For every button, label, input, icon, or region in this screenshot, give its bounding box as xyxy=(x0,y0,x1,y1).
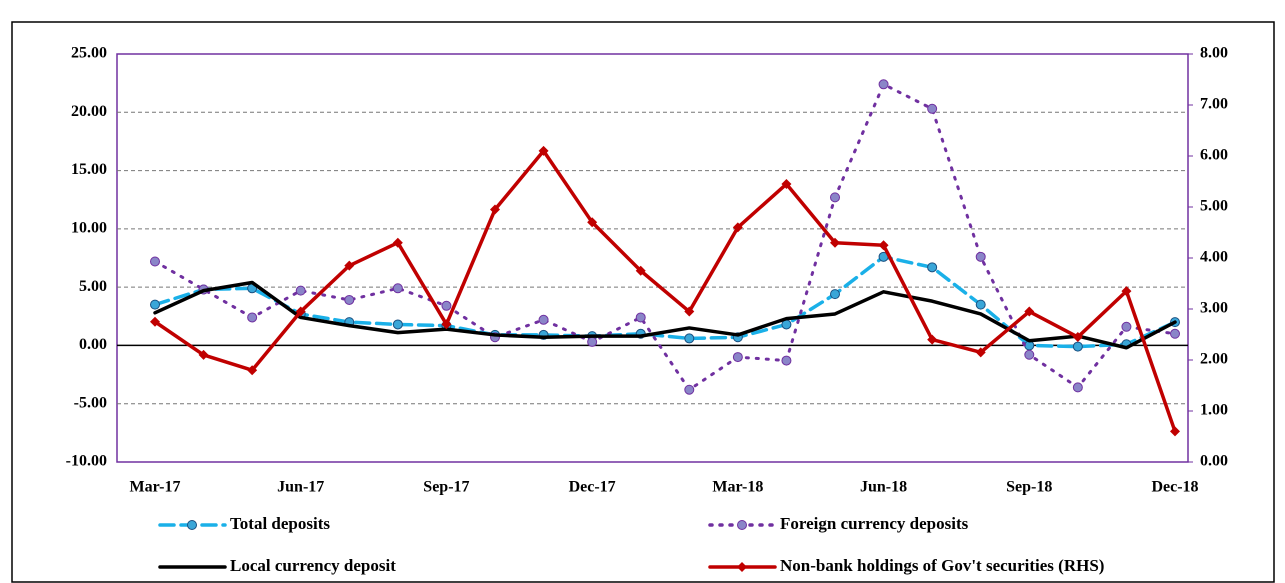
series-line xyxy=(153,255,1177,349)
series-line xyxy=(153,280,1177,350)
data-point xyxy=(684,384,695,395)
data-point xyxy=(150,256,160,267)
data-point xyxy=(975,251,986,262)
plot-border xyxy=(116,53,1189,463)
data-point xyxy=(927,103,938,114)
data-point xyxy=(927,334,938,345)
y2-tick-label: 4.00 xyxy=(1200,249,1228,266)
data-point xyxy=(392,283,403,294)
data-point xyxy=(635,265,646,276)
x-tick-label: Dec-18 xyxy=(1151,479,1198,496)
data-point xyxy=(830,289,840,300)
x-tick-label: Sep-17 xyxy=(423,479,469,496)
data-point xyxy=(538,145,549,156)
legend-marker xyxy=(737,520,747,530)
legend-label: Local currency deposit xyxy=(230,556,396,575)
x-tick-label: Dec-17 xyxy=(569,479,616,496)
data-point xyxy=(975,299,986,310)
y2-tick-label: 6.00 xyxy=(1200,147,1228,164)
legend-marker xyxy=(187,520,197,530)
data-point xyxy=(878,79,889,90)
series-line xyxy=(153,149,1177,434)
y-tick-label: -10.00 xyxy=(66,453,107,470)
data-point xyxy=(1072,382,1083,393)
y2-tick-label: 7.00 xyxy=(1200,96,1228,113)
data-point xyxy=(1170,328,1180,339)
data-point xyxy=(344,294,355,305)
data-point xyxy=(1121,286,1132,297)
data-point xyxy=(392,319,403,330)
y-tick-label: 0.00 xyxy=(79,336,107,353)
series-line xyxy=(153,82,1177,392)
x-tick-label: Mar-17 xyxy=(130,479,181,496)
data-point xyxy=(344,260,355,271)
data-point xyxy=(392,237,403,248)
data-point xyxy=(1170,426,1180,437)
x-tick-label: Mar-18 xyxy=(712,479,763,496)
y-tick-label: 5.00 xyxy=(79,278,107,295)
data-point xyxy=(830,237,840,248)
legend-label: Total deposits xyxy=(230,514,330,533)
data-point xyxy=(150,316,160,327)
data-point xyxy=(830,192,840,203)
y2-tick-label: 3.00 xyxy=(1200,300,1228,317)
data-point xyxy=(975,347,986,358)
legend-marker xyxy=(737,562,747,572)
data-point xyxy=(635,312,646,323)
y-tick-label: 10.00 xyxy=(71,220,107,237)
x-tick-label: Jun-18 xyxy=(860,479,907,496)
data-point xyxy=(198,349,209,360)
data-point xyxy=(441,319,452,330)
y2-tick-label: 8.00 xyxy=(1200,45,1228,62)
data-point xyxy=(441,300,452,311)
data-point xyxy=(1072,341,1083,352)
data-point xyxy=(1024,349,1035,360)
y-tick-label: 25.00 xyxy=(71,45,107,62)
data-point xyxy=(150,299,160,310)
y2-tick-label: 0.00 xyxy=(1200,453,1228,470)
data-point xyxy=(684,333,695,344)
y2-tick-label: 5.00 xyxy=(1200,198,1228,215)
y-tick-label: 15.00 xyxy=(71,161,107,178)
chart-border xyxy=(11,21,1275,583)
data-point xyxy=(295,285,306,296)
data-point xyxy=(732,352,743,363)
data-point xyxy=(1072,332,1083,343)
data-point xyxy=(684,306,695,317)
x-tick-label: Sep-18 xyxy=(1006,479,1052,496)
data-point xyxy=(490,204,500,215)
x-tick-label: Jun-17 xyxy=(277,479,324,496)
data-point xyxy=(1024,306,1035,317)
y2-tick-label: 2.00 xyxy=(1200,351,1228,368)
data-point xyxy=(781,179,792,190)
data-point xyxy=(732,222,743,233)
y2-tick-label: 1.00 xyxy=(1200,402,1228,419)
data-point xyxy=(538,314,549,325)
data-point xyxy=(781,355,792,366)
data-point xyxy=(587,217,598,228)
y-tick-label: 20.00 xyxy=(71,103,107,120)
legend-label: Foreign currency deposits xyxy=(780,514,969,533)
data-point xyxy=(247,365,258,376)
legend-label: Non-bank holdings of Gov't securities (R… xyxy=(780,556,1104,575)
y-tick-label: -5.00 xyxy=(74,394,107,411)
data-point xyxy=(587,336,598,347)
data-point xyxy=(295,306,306,317)
data-point xyxy=(247,312,258,323)
data-point xyxy=(927,262,938,273)
data-point xyxy=(878,240,889,251)
data-point xyxy=(1121,321,1132,332)
